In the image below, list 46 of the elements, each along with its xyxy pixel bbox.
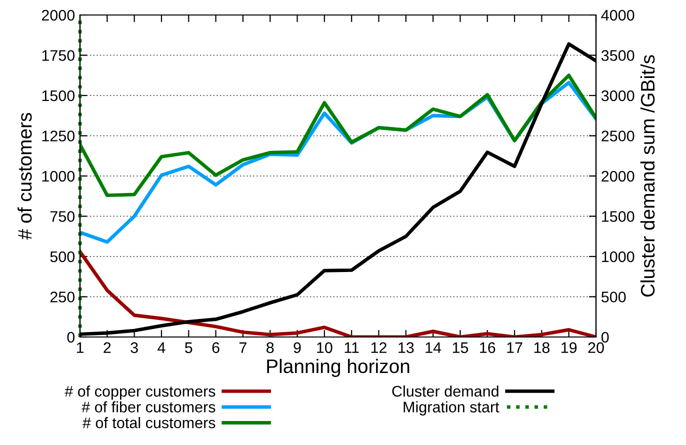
y-tick-label: 1000	[42, 170, 75, 182]
x-tick-label: 3	[130, 342, 138, 354]
x-tick-label: 11	[344, 342, 359, 353]
y-tick-label: 1750	[42, 50, 75, 61]
y2-tick-label: 500	[601, 292, 626, 302]
y2-tick-label: 3000	[601, 90, 634, 102]
x-axis-title: Planning horizon	[267, 358, 410, 378]
x-tick-label: 10	[317, 342, 332, 354]
y2-tick-label: 1000	[602, 251, 634, 262]
legend-label: Migration start	[404, 401, 500, 416]
legend-label: Cluster demand	[392, 385, 498, 397]
x-tick-label: 19	[562, 342, 577, 354]
y-axis-title: # of customers	[17, 112, 32, 240]
legend-label: # of fiber customers	[82, 401, 216, 412]
y2-axis-title: Cluster demand sum /GBit/s	[640, 55, 655, 297]
x-tick-label: 1	[76, 342, 84, 353]
x-tick-label: 14	[426, 342, 442, 353]
y-tick-label: 1500	[42, 90, 75, 102]
y2-tick-label: 4000	[601, 10, 634, 21]
y-tick-label: 1250	[42, 130, 75, 142]
x-tick-label: 2	[104, 342, 111, 353]
y2-tick-label: 0	[601, 332, 609, 343]
x-tick-label: 7	[239, 342, 246, 353]
y2-tick-label: 2500	[602, 130, 634, 142]
y-tick-label: 750	[50, 211, 75, 222]
x-tick-label: 13	[398, 342, 414, 354]
x-tick-label: 9	[294, 342, 301, 354]
y2-tick-label: 3500	[601, 50, 634, 61]
x-tick-label: 4	[158, 342, 166, 353]
x-tick-label: 6	[212, 342, 220, 354]
x-tick-label: 12	[371, 342, 386, 353]
legend-label: # of total customers	[82, 417, 216, 428]
x-tick-label: 5	[184, 342, 192, 354]
y-tick-label: 0	[67, 332, 75, 343]
y-tick-label: 250	[50, 292, 75, 302]
legend-label: # of copper customers	[64, 385, 216, 400]
y2-tick-label: 2000	[602, 170, 634, 182]
x-tick-label: 16	[480, 342, 496, 354]
x-tick-label: 15	[452, 342, 468, 354]
x-tick-label: 8	[266, 342, 274, 354]
y-tick-label: 2000	[42, 10, 75, 21]
x-tick-label: 18	[534, 342, 550, 354]
x-tick-label: 20	[588, 342, 604, 354]
y-tick-label: 500	[50, 251, 75, 262]
y2-tick-label: 1500	[602, 211, 634, 222]
x-tick-label: 17	[507, 342, 522, 353]
